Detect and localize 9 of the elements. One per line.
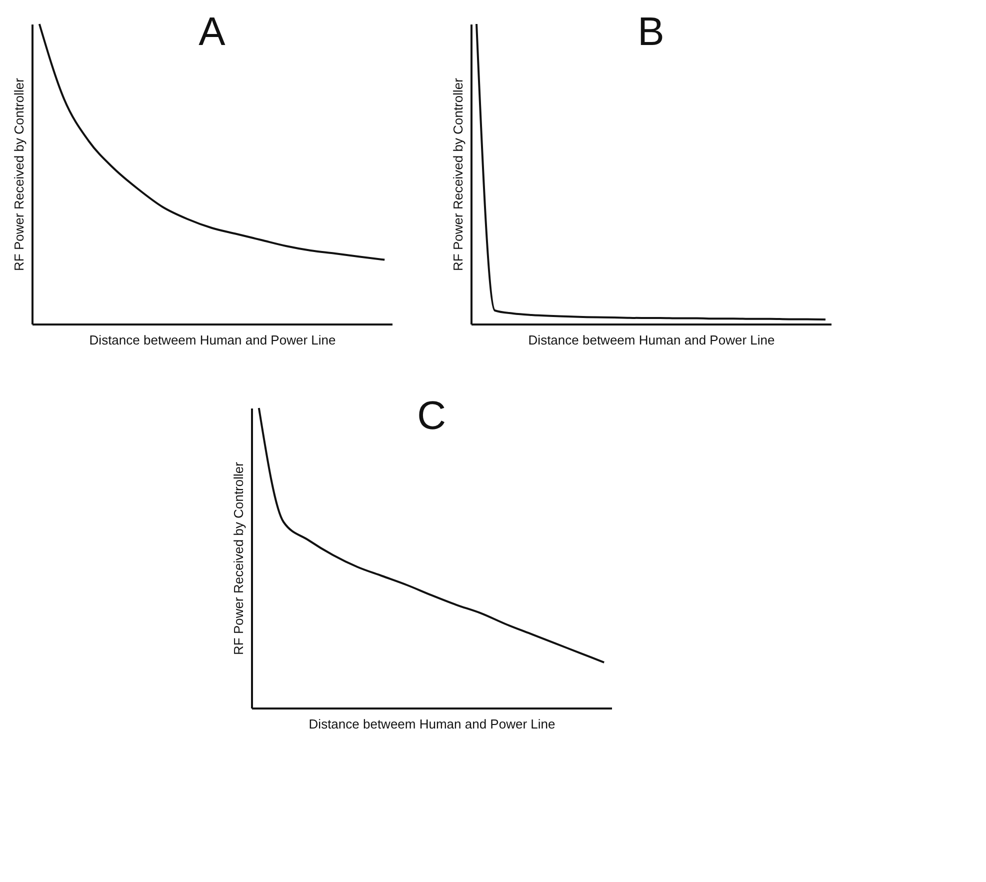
y-axis-title: RF Power Received by Controller bbox=[231, 461, 246, 655]
chart-title: B bbox=[638, 10, 664, 54]
x-axis-title: Distance betweem Human and Power Line bbox=[308, 716, 556, 732]
chart-title: A bbox=[198, 10, 226, 54]
x-axis-title: Distance betweem Human and Power Line bbox=[89, 332, 336, 348]
y-axis-title: RF Power Received by Controller bbox=[12, 77, 26, 271]
y-axis-title: RF Power Received by Controller bbox=[450, 77, 466, 271]
chart-title: C bbox=[417, 394, 446, 438]
x-axis-title: Distance betweem Human and Power Line bbox=[528, 332, 775, 348]
